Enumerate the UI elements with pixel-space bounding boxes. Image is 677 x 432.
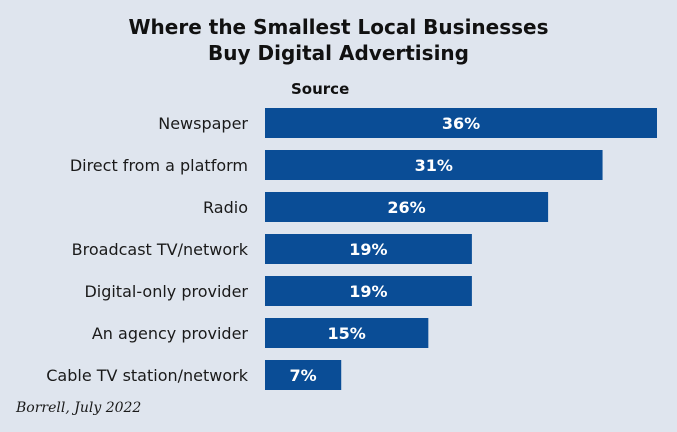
bar (265, 234, 472, 264)
value-label: 26% (387, 198, 425, 217)
bar (265, 150, 603, 180)
bar (265, 192, 549, 222)
value-label: 7% (290, 366, 317, 385)
value-label: 19% (349, 240, 387, 259)
category-label: Broadcast TV/network (72, 240, 249, 259)
chart-title-line1: Where the Smallest Local Businesses (128, 15, 549, 39)
value-label: 19% (349, 282, 387, 301)
category-label: Newspaper (158, 114, 248, 133)
value-label: 36% (442, 114, 480, 133)
chart-title-line2: Buy Digital Advertising (208, 41, 469, 65)
chart-title: Where the Smallest Local Businesses Buy … (0, 14, 677, 66)
value-label: 31% (415, 156, 453, 175)
bars-group: Newspaper 36% Direct from a platform 31% Rad… (46, 108, 657, 390)
category-label: An agency provider (92, 324, 249, 343)
category-label: Direct from a platform (70, 156, 248, 175)
category-label: Digital-only provider (84, 282, 248, 301)
bar (265, 318, 429, 348)
category-label: Cable TV station/network (46, 366, 248, 385)
value-label: 15% (328, 324, 366, 343)
source-footnote: Borrell, July 2022 (16, 400, 142, 416)
bar (265, 276, 472, 306)
category-label: Radio (203, 198, 248, 217)
bar (265, 360, 342, 390)
category-header: Source (291, 80, 350, 98)
bar (265, 108, 657, 138)
